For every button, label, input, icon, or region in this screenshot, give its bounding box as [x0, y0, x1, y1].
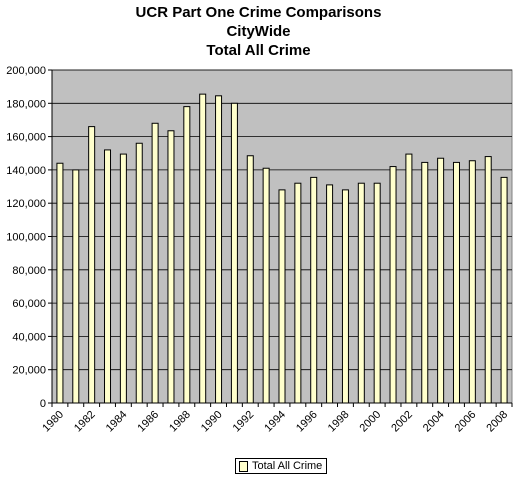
bar-1991	[230, 102, 238, 404]
bar-2008	[500, 176, 508, 404]
x-tick-label: 1996	[294, 409, 320, 435]
x-tick-label: 1992	[231, 409, 257, 435]
bar-1996	[310, 176, 318, 404]
bar-2003	[421, 161, 429, 404]
x-tick-label: 1994	[262, 409, 288, 435]
y-tick-label: 80,000	[12, 265, 46, 277]
x-tick-label: 1980	[40, 409, 66, 435]
bar-1998	[341, 189, 349, 404]
bar-1982	[88, 126, 96, 404]
legend-swatch	[239, 460, 248, 472]
bar-1990	[215, 95, 223, 404]
x-tick-label: 1982	[72, 409, 98, 435]
x-tick-label: 2000	[357, 409, 383, 435]
legend: Total All Crime	[235, 458, 327, 474]
bar-2007	[484, 156, 492, 404]
bar-1980	[56, 162, 64, 404]
y-tick-label: 0	[40, 398, 46, 410]
bar-1993	[262, 167, 270, 404]
y-tick-label: 100,000	[6, 232, 46, 244]
bar-2005	[452, 161, 460, 404]
y-tick-label: 140,000	[6, 165, 46, 177]
bar-1981	[72, 169, 80, 404]
legend-label: Total All Crime	[252, 460, 323, 472]
x-tick-label: 1986	[135, 409, 161, 435]
y-tick-label: 20,000	[12, 365, 46, 377]
x-tick-label: 1990	[199, 409, 225, 435]
bar-1989	[199, 93, 207, 404]
bar-2001	[389, 166, 397, 404]
bar-2000	[373, 182, 381, 404]
bar-1997	[326, 184, 334, 404]
bar-1988	[183, 106, 191, 404]
x-tick-label: 2006	[453, 409, 479, 435]
bar-1992	[246, 155, 254, 404]
x-tick-label: 1988	[167, 409, 193, 435]
bar-1987	[167, 130, 175, 404]
bar-1984	[119, 153, 127, 404]
bar-1983	[104, 149, 112, 404]
y-tick-label: 160,000	[6, 132, 46, 144]
bar-1985	[135, 142, 143, 404]
x-tick-label: 1998	[326, 409, 352, 435]
y-tick-label: 60,000	[12, 298, 46, 310]
bar-2004	[437, 157, 445, 404]
chart-title: UCR Part One Crime Comparisons	[135, 4, 382, 21]
bar-1995	[294, 182, 302, 404]
x-tick-label: 2008	[484, 409, 510, 435]
y-tick-label: 200,000	[6, 65, 46, 77]
bar-1999	[357, 182, 365, 404]
chart-subtitle: CityWide	[226, 23, 291, 40]
x-tick-label: 1984	[104, 409, 130, 435]
bar-2006	[468, 160, 476, 404]
chart-subtitle-2: Total All Crime	[206, 42, 311, 59]
bar-1994	[278, 189, 286, 404]
bar-2002	[405, 153, 413, 404]
bar-1986	[151, 122, 159, 404]
x-tick-label: 2002	[389, 409, 415, 435]
y-tick-label: 40,000	[12, 331, 46, 343]
y-tick-label: 120,000	[6, 198, 46, 210]
x-tick-label: 2004	[421, 409, 447, 435]
y-tick-label: 180,000	[6, 98, 46, 110]
